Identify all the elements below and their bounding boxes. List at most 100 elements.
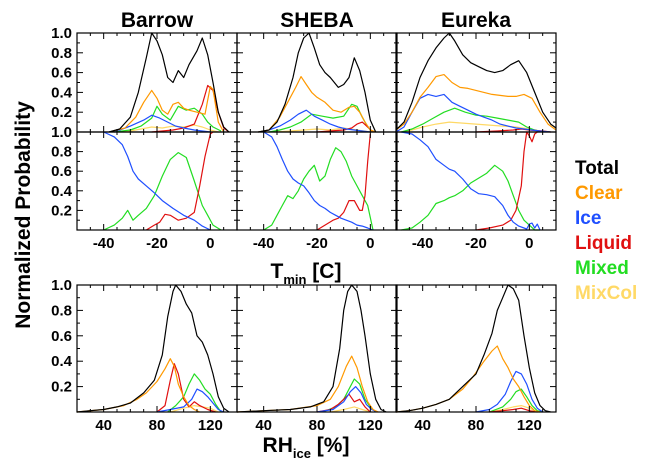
legend-item-mixed: Mixed: [575, 258, 629, 279]
series-liquid-eureka-rh: [489, 407, 538, 413]
y-tick-label: 0.6: [51, 328, 72, 345]
y-tick-label: 0.6: [51, 65, 72, 82]
x-tick-label: -20: [465, 235, 487, 252]
panel-eureka-rh: 40 80 120: [395, 284, 557, 434]
x-tick-label: 0: [206, 235, 214, 252]
x-axis-label-tmin-unit: [C]: [306, 260, 341, 283]
series-clear-sheba-rh: [236, 355, 379, 413]
y-tick-label: 0.6: [51, 163, 72, 180]
series-ice-barrow-frac: [103, 131, 211, 231]
legend-item-ice: Ice: [575, 208, 601, 229]
series-mixed-sheba-rh: [322, 378, 377, 413]
column-title-sheba: SHEBA: [280, 9, 354, 32]
series-mixed-eureka-frac: [401, 164, 540, 231]
series-ice-sheba-tmin: [258, 109, 371, 133]
legend-item-liquid: Liquid: [575, 233, 632, 254]
y-tick-label: 1.0: [51, 277, 72, 294]
y-tick-label: 0.2: [51, 104, 72, 121]
series-mixcol-sheba-rh: [330, 406, 371, 413]
y-axis-label: Normalized Probability: [12, 101, 35, 329]
series-mixcol-barrow-rh: [170, 405, 219, 413]
x-tick-label: 80: [468, 417, 485, 434]
x-axis-label-rh-unit: [%]: [311, 434, 350, 457]
x-tick-label: 120: [517, 417, 542, 434]
series-clear-sheba-tmin: [258, 76, 376, 133]
series-liquid-eureka-frac: [475, 131, 538, 231]
x-tick-label: 40: [95, 417, 112, 434]
series-ice-barrow-rh: [156, 388, 224, 413]
y-tick-label: 0.2: [51, 379, 72, 396]
series-mixed-eureka-tmin: [401, 107, 543, 133]
series-liquid-sheba-frac: [316, 133, 371, 231]
x-tick-label: -40: [93, 235, 115, 252]
series-total-eureka-rh: [395, 284, 551, 413]
panel-barrow-rh: 1.0 0.8 0.6 0.4 0.2 40 80 120: [51, 277, 238, 434]
series-total-eureka-tmin: [395, 32, 557, 131]
panel-barrow-frac: 1.0 0.8 0.6 0.4 0.2 -40 -20 0: [51, 124, 238, 252]
x-tick-label: 0: [525, 235, 533, 252]
x-tick-label: 80: [309, 417, 326, 434]
y-tick-label: 0.8: [51, 302, 72, 319]
y-tick-label: 0.8: [51, 45, 72, 62]
panel-frame: [236, 131, 398, 231]
legend-item-total: Total: [575, 158, 619, 179]
series-mixed-eureka-rh: [489, 388, 543, 413]
series-mixed-barrow-rh: [167, 373, 222, 413]
series-ice-sheba-frac: [263, 131, 374, 231]
x-tick-label: 80: [149, 417, 166, 434]
x-axis-label-rh: RHice [%]: [263, 434, 350, 461]
x-axis-label-tmin-main: T: [271, 260, 284, 283]
column-titles: Barrow SHEBA Eureka: [121, 9, 512, 32]
series-mixed-barrow-frac: [103, 152, 222, 231]
series-clear-barrow-tmin: [108, 85, 225, 133]
panel-frame: [395, 32, 557, 133]
x-axis-label-rh-main: RH: [263, 434, 293, 457]
x-tick-label: 0: [366, 235, 374, 252]
series-total-barrow-tmin: [108, 32, 230, 133]
y-tick-label: 0.4: [51, 183, 73, 200]
series-liquid-sheba-tmin: [316, 121, 374, 133]
panel-frame: [395, 131, 557, 231]
series-mixed-sheba-frac: [263, 147, 374, 231]
y-tick-label: 0.2: [51, 202, 72, 219]
panel-sheba-frac: -40 -20 0: [236, 131, 398, 252]
series-total-sheba-tmin: [258, 32, 377, 133]
series-ice-eureka-rh: [475, 370, 544, 413]
x-tick-label: 40: [414, 417, 431, 434]
x-tick-label: -20: [146, 235, 168, 252]
panel-frame: [76, 284, 238, 413]
y-tick-label: 1.0: [51, 124, 72, 141]
panel-frame: [395, 284, 557, 413]
panel-frame: [236, 284, 398, 413]
x-axis-label-tmin-sub: min: [283, 272, 306, 287]
chart-panels: 1.00.80.60.40.21.00.80.60.40.2-40 -20 01.0…: [51, 25, 557, 434]
y-tick-label: 1.0: [51, 25, 72, 42]
y-tick-label: 0.4: [51, 353, 73, 370]
series-mixed-barrow-tmin: [114, 105, 222, 133]
series-liquid-barrow-rh: [156, 363, 216, 413]
column-title-eureka: Eureka: [441, 9, 511, 32]
panel-eureka-frac: -40 -20 0: [395, 131, 557, 252]
panel-barrow-tmin: 1.0 0.8 0.6 0.4 0.2: [51, 25, 238, 133]
legend-item-mixcol: MixCol: [575, 283, 637, 304]
series-ice-eureka-tmin: [395, 93, 551, 133]
x-tick-label: 120: [198, 417, 223, 434]
series-mixcol-barrow-tmin: [114, 124, 219, 133]
legend: Total Clear Ice Liquid Mixed MixCol: [575, 158, 637, 304]
legend-item-clear: Clear: [575, 183, 623, 204]
y-tick-label: 0.8: [51, 144, 72, 161]
y-tick-label: 0.4: [51, 84, 73, 101]
column-title-barrow: Barrow: [121, 9, 194, 32]
series-ice-eureka-frac: [401, 131, 541, 231]
series-mixcol-eureka-rh: [489, 405, 538, 413]
panel-frame: [76, 131, 238, 231]
x-tick-label: 40: [255, 417, 272, 434]
series-total-sheba-rh: [236, 284, 387, 413]
series-clear-eureka-rh: [395, 345, 541, 413]
panel-sheba-tmin: [236, 32, 398, 133]
series-clear-eureka-tmin: [395, 74, 557, 131]
x-axis-label-rh-sub: ice: [293, 446, 311, 461]
series-liquid-barrow-frac: [145, 131, 214, 231]
panel-eureka-tmin: [395, 32, 557, 133]
